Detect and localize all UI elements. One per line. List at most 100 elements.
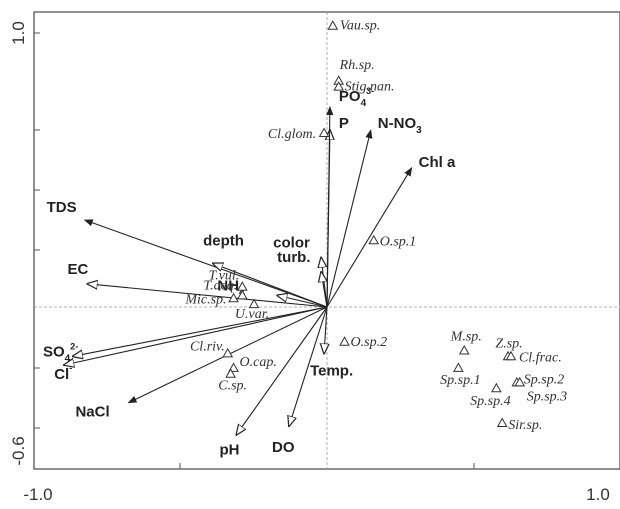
- env-vector-arrow: [213, 264, 328, 308]
- env-vector-label: Temp.: [310, 362, 353, 379]
- env-vector-arrow: [64, 306, 328, 365]
- species-marker: [496, 417, 508, 427]
- species-marker: [318, 127, 330, 137]
- species-point: O.cap.: [228, 355, 277, 372]
- env-vector: Cl-: [54, 306, 328, 383]
- env-vector: N-NO3: [326, 115, 422, 308]
- env-vector: Temp.: [310, 306, 353, 379]
- species-points: Vau.sp. Rh.sp. Stig.nan. Cl.glom. O.sp.1 T.vu…: [184, 19, 567, 433]
- env-vector-label: P: [339, 115, 349, 132]
- species-point: Stig.nan.: [333, 80, 394, 95]
- env-vector-arrow: [326, 106, 334, 308]
- species-point: Vau.sp.: [327, 19, 380, 34]
- env-vector: EC: [68, 261, 328, 308]
- species-label: Sp.sp.3: [527, 389, 567, 404]
- species-point: Sp.sp.3: [514, 376, 567, 404]
- species-point: T.vul.: [208, 269, 248, 291]
- tick-marks: [34, 32, 475, 469]
- species-point: Mic.sp.: [184, 292, 239, 307]
- species-label: M.sp.: [450, 330, 482, 345]
- species-point: Cl.glom.: [268, 127, 330, 142]
- species-point: O.sp.1: [368, 234, 417, 249]
- env-vector: SO42-: [43, 306, 328, 364]
- species-marker: [458, 344, 470, 355]
- species-marker: [514, 376, 526, 387]
- y-tick-label-max: 1.0: [9, 21, 28, 45]
- species-point: Sp.sp.1: [440, 362, 481, 388]
- species-point: Sir.sp.: [496, 417, 542, 433]
- env-vector-label: Cl-: [54, 363, 72, 383]
- env-vector: P: [327, 115, 349, 308]
- env-vector-label: turb.: [277, 249, 310, 266]
- species-marker: [368, 234, 380, 245]
- species-point: T.aeq.: [203, 278, 248, 300]
- species-marker: [222, 347, 234, 358]
- species-point: C.sp.: [218, 368, 247, 394]
- species-marker: [248, 298, 260, 309]
- x-tick-label-max: 1.0: [586, 485, 610, 504]
- y-tick-label-min: -0.6: [9, 436, 28, 465]
- species-label: U.var.: [235, 307, 269, 322]
- tick-labels: -1.0 1.0 1.0 -0.6: [9, 21, 610, 504]
- species-label: T.vul.: [208, 269, 239, 284]
- env-vectors: TDS EC SO42-Cl- NaCl pH DO Temp. depth colorturb…: [43, 86, 456, 459]
- species-point: Cl.frac.: [505, 350, 562, 365]
- species-marker: [453, 362, 464, 372]
- species-label: T.aeq.: [203, 278, 237, 293]
- env-vector: DO: [272, 306, 328, 456]
- env-vector-arrow: [326, 129, 373, 308]
- species-label: Rh.sp.: [339, 58, 375, 73]
- species-marker: [505, 350, 517, 361]
- species-marker: [333, 81, 345, 91]
- env-vector-arrow: [88, 284, 328, 308]
- species-point: M.sp.: [450, 330, 482, 355]
- species-point: Cl.riv.: [190, 339, 234, 358]
- species-label: O.cap.: [240, 355, 277, 370]
- env-vector-label: N-NO3: [378, 115, 422, 136]
- env-vector-arrow: [289, 306, 328, 426]
- species-marker: [228, 292, 239, 303]
- env-vector-label: NaCl: [75, 404, 109, 421]
- species-point: O.sp.2: [339, 335, 388, 350]
- species-label: Sp.sp.2: [524, 372, 564, 387]
- species-marker: [339, 336, 350, 346]
- env-vector-arrow: [324, 306, 327, 353]
- env-vector-arrow: [73, 306, 328, 356]
- env-vector-label: pH: [219, 442, 239, 459]
- species-label: Sp.sp.1: [440, 373, 480, 388]
- env-vector: turb.: [277, 249, 327, 308]
- species-label: Cl.frac.: [519, 350, 562, 365]
- env-vector-label: DO: [272, 439, 295, 456]
- env-vector-label: EC: [68, 261, 89, 278]
- env-vector: depth: [203, 233, 328, 308]
- species-label: C.sp.: [218, 379, 247, 394]
- species-label: Sir.sp.: [508, 418, 542, 433]
- env-vector-arrow: [326, 167, 413, 308]
- env-vector-arrow: [321, 272, 327, 308]
- species-label: Vau.sp.: [340, 19, 380, 34]
- species-label: O.sp.1: [380, 234, 417, 249]
- species-point: Sp.sp.4: [470, 382, 511, 409]
- env-vector-label: PO43-: [339, 86, 374, 109]
- x-tick-label-min: -1.0: [23, 485, 52, 504]
- species-marker: [327, 20, 339, 30]
- env-vector: TDS: [47, 199, 328, 308]
- env-vector-label: Chl a: [419, 154, 456, 171]
- species-marker: [225, 368, 236, 378]
- species-label: Z.sp.: [495, 336, 522, 351]
- env-vector-label: SO42-: [43, 341, 78, 364]
- env-vector: pH: [219, 306, 328, 459]
- species-label: Cl.riv.: [190, 339, 225, 354]
- env-vector: Chl a: [326, 154, 456, 308]
- env-vector-arrow: [236, 306, 328, 435]
- species-label: Mic.sp.: [184, 292, 226, 307]
- species-point: U.var.: [235, 298, 269, 322]
- species-marker: [491, 382, 502, 393]
- env-vector: PO43-: [326, 86, 374, 308]
- species-label: O.sp.2: [351, 335, 388, 350]
- env-vector-arrow: [277, 295, 328, 308]
- env-vector-label: TDS: [47, 199, 77, 216]
- species-label: Sp.sp.4: [470, 394, 510, 409]
- species-label: Cl.glom.: [268, 127, 316, 142]
